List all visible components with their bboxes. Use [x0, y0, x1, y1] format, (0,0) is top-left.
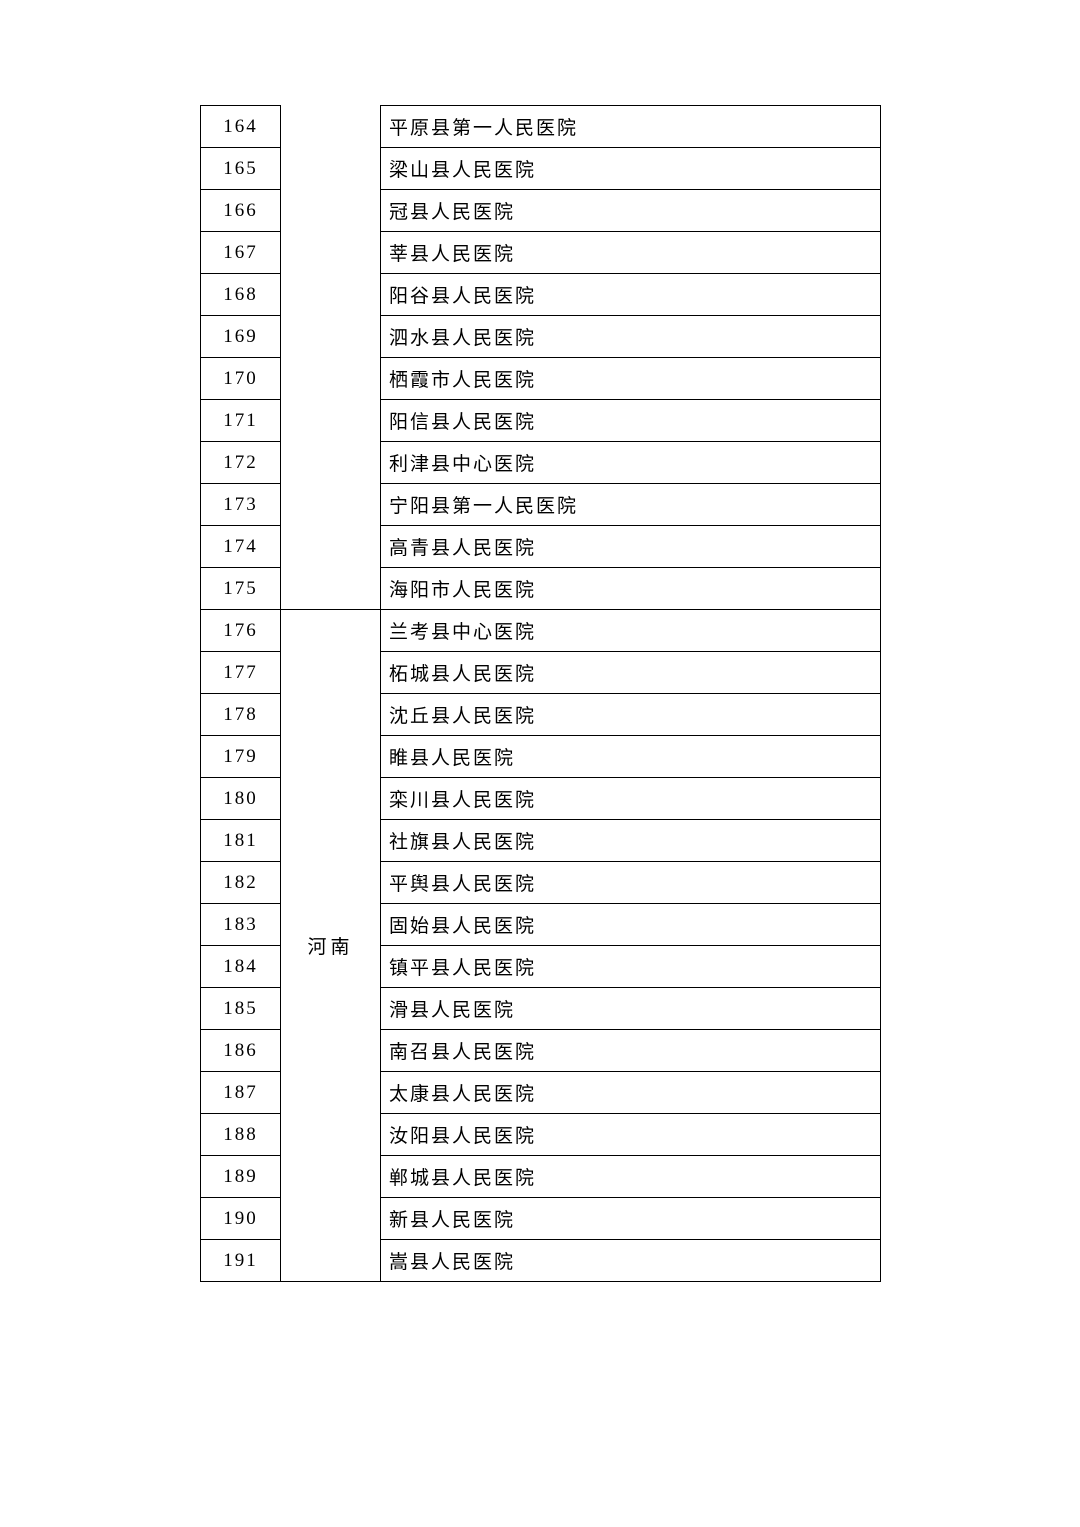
row-number-cell: 170	[201, 358, 281, 400]
table-row: 164 平原县第一人民医院	[201, 106, 881, 148]
row-number-cell: 167	[201, 232, 281, 274]
row-number-cell: 182	[201, 862, 281, 904]
row-number-cell: 183	[201, 904, 281, 946]
row-number-cell: 166	[201, 190, 281, 232]
hospital-name-cell: 社旗县人民医院	[381, 820, 881, 862]
row-number-cell: 176	[201, 610, 281, 652]
row-number-cell: 174	[201, 526, 281, 568]
hospital-name-cell: 泗水县人民医院	[381, 316, 881, 358]
row-number-cell: 191	[201, 1240, 281, 1282]
hospital-name-cell: 冠县人民医院	[381, 190, 881, 232]
hospital-name-cell: 高青县人民医院	[381, 526, 881, 568]
hospital-name-cell: 沈丘县人民医院	[381, 694, 881, 736]
row-number-cell: 190	[201, 1198, 281, 1240]
row-number-cell: 172	[201, 442, 281, 484]
hospital-name-cell: 平原县第一人民医院	[381, 106, 881, 148]
hospital-name-cell: 海阳市人民医院	[381, 568, 881, 610]
hospital-name-cell: 郸城县人民医院	[381, 1156, 881, 1198]
hospital-name-cell: 镇平县人民医院	[381, 946, 881, 988]
hospital-name-cell: 梁山县人民医院	[381, 148, 881, 190]
row-number-cell: 169	[201, 316, 281, 358]
row-number-cell: 177	[201, 652, 281, 694]
row-number-cell: 185	[201, 988, 281, 1030]
hospital-name-cell: 莘县人民医院	[381, 232, 881, 274]
row-number-cell: 168	[201, 274, 281, 316]
row-number-cell: 165	[201, 148, 281, 190]
row-number-cell: 178	[201, 694, 281, 736]
row-number-cell: 179	[201, 736, 281, 778]
hospital-table: 164 平原县第一人民医院 165 梁山县人民医院 166 冠县人民医院 167 莘县人民医院…	[200, 105, 881, 1282]
hospital-name-cell: 滑县人民医院	[381, 988, 881, 1030]
hospital-name-cell: 宁阳县第一人民医院	[381, 484, 881, 526]
row-number-cell: 187	[201, 1072, 281, 1114]
row-number-cell: 175	[201, 568, 281, 610]
hospital-name-cell: 兰考县中心医院	[381, 610, 881, 652]
hospital-name-cell: 阳谷县人民医院	[381, 274, 881, 316]
region-cell	[281, 106, 381, 610]
hospital-name-cell: 固始县人民医院	[381, 904, 881, 946]
hospital-name-cell: 新县人民医院	[381, 1198, 881, 1240]
hospital-name-cell: 睢县人民医院	[381, 736, 881, 778]
row-number-cell: 189	[201, 1156, 281, 1198]
hospital-name-cell: 利津县中心医院	[381, 442, 881, 484]
hospital-name-cell: 太康县人民医院	[381, 1072, 881, 1114]
row-number-cell: 164	[201, 106, 281, 148]
hospital-name-cell: 栖霞市人民医院	[381, 358, 881, 400]
hospital-name-cell: 南召县人民医院	[381, 1030, 881, 1072]
region-cell: 河南	[281, 610, 381, 1282]
row-number-cell: 186	[201, 1030, 281, 1072]
row-number-cell: 171	[201, 400, 281, 442]
row-number-cell: 173	[201, 484, 281, 526]
row-number-cell: 188	[201, 1114, 281, 1156]
hospital-name-cell: 嵩县人民医院	[381, 1240, 881, 1282]
hospital-name-cell: 平舆县人民医院	[381, 862, 881, 904]
document-page: 164 平原县第一人民医院 165 梁山县人民医院 166 冠县人民医院 167 莘县人民医院…	[0, 0, 1080, 1282]
hospital-name-cell: 柘城县人民医院	[381, 652, 881, 694]
hospital-name-cell: 汝阳县人民医院	[381, 1114, 881, 1156]
row-number-cell: 180	[201, 778, 281, 820]
row-number-cell: 181	[201, 820, 281, 862]
hospital-name-cell: 阳信县人民医院	[381, 400, 881, 442]
row-number-cell: 184	[201, 946, 281, 988]
table-row: 176河南兰考县中心医院	[201, 610, 881, 652]
hospital-name-cell: 栾川县人民医院	[381, 778, 881, 820]
